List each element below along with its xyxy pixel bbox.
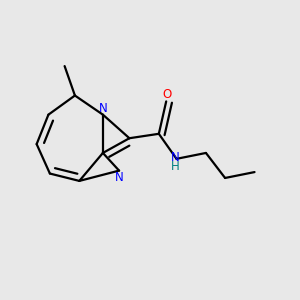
- Text: H: H: [171, 160, 179, 173]
- Text: N: N: [98, 102, 107, 115]
- Text: O: O: [162, 88, 171, 101]
- Text: N: N: [171, 151, 179, 164]
- Text: N: N: [115, 171, 124, 184]
